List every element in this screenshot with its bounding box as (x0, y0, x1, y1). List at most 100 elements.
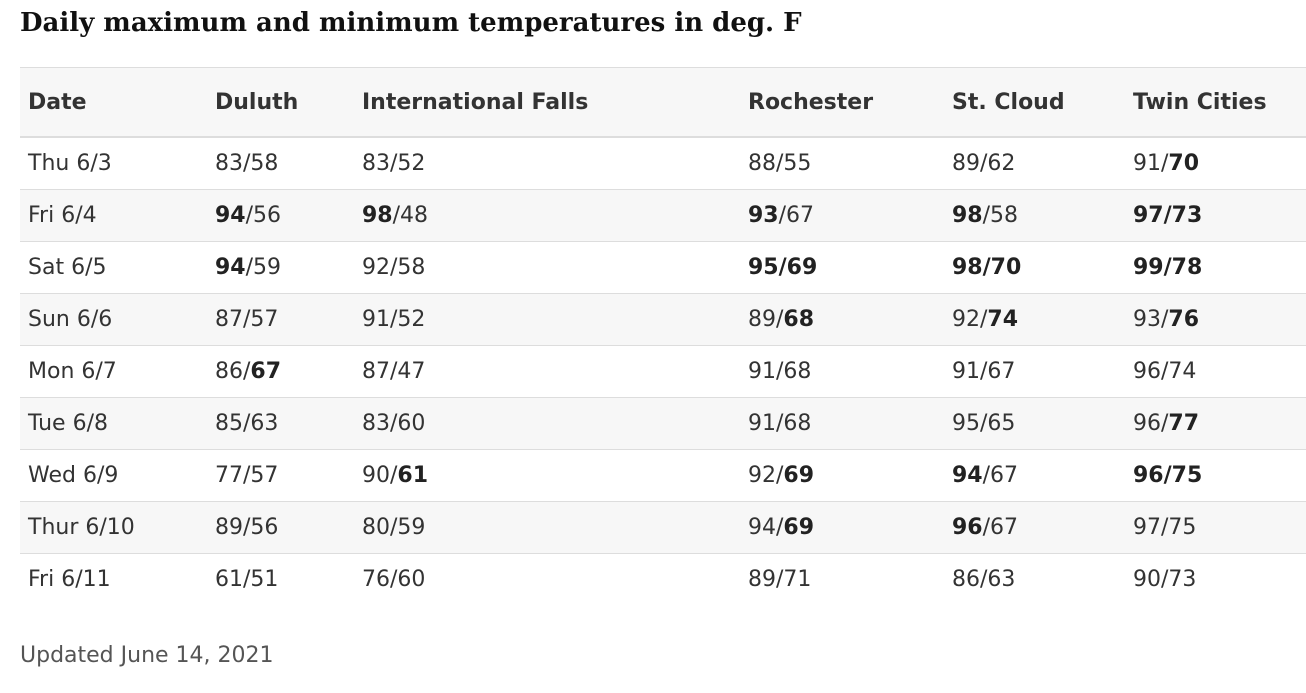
record-value: 77 (1168, 411, 1200, 436)
temperature-cell: 83/52 (354, 137, 740, 190)
value: 89/56 (215, 515, 279, 540)
temperature-cell: 93/76 (1125, 293, 1306, 346)
value: 89/ (748, 307, 784, 332)
table-row: Wed 6/9 77/57 90/61 92/69 94/67 96/75 (20, 449, 1306, 502)
value: 88/55 (748, 151, 812, 176)
footer: Updated June 14, 2021 (20, 643, 274, 668)
temperature-cell: 83/60 (354, 397, 740, 450)
column-header: Rochester (740, 67, 944, 138)
record-value: 96/75 (1133, 463, 1203, 488)
temperature-cell: 98/70 (944, 241, 1125, 294)
value: 85/63 (215, 411, 279, 436)
value: 92/ (952, 307, 988, 332)
record-value: 61 (397, 463, 429, 488)
value: 77/57 (215, 463, 279, 488)
value: 61/51 (215, 567, 279, 592)
temperature-cell: 61/51 (207, 554, 354, 606)
table-row: Thu 6/3 83/58 83/52 88/55 89/62 91/70 (20, 137, 1306, 190)
column-header: Date (20, 67, 207, 138)
value: 93/ (1133, 307, 1169, 332)
record-value: 98 (362, 203, 393, 228)
record-value: 93 (748, 203, 779, 228)
temperature-cell: 77/57 (207, 449, 354, 502)
value: 83/52 (362, 151, 426, 176)
temperature-cell: 89/68 (740, 293, 944, 346)
value: 90/ (362, 463, 398, 488)
temperature-cell: 83/58 (207, 137, 354, 190)
temperature-cell: 89/56 (207, 501, 354, 554)
value: 96/74 (1133, 359, 1197, 384)
value: 91/ (1133, 151, 1169, 176)
value: 96/ (1133, 411, 1169, 436)
date-cell: Mon 6/7 (20, 345, 207, 398)
value: 95/65 (952, 411, 1016, 436)
date-cell: Thu 6/3 (20, 137, 207, 190)
record-value: 95/69 (748, 255, 818, 280)
value: 83/58 (215, 151, 279, 176)
title: Daily maximum and minimum temperatures i… (20, 8, 802, 38)
value: 97/75 (1133, 515, 1197, 540)
temperature-cell: 94/59 (207, 241, 354, 294)
temperature-cell: 98/48 (354, 189, 740, 242)
temperature-cell: 91/70 (1125, 137, 1306, 190)
temperature-cell: 87/47 (354, 345, 740, 398)
temperature-cell: 88/55 (740, 137, 944, 190)
temperature-cell: 90/73 (1125, 554, 1306, 606)
value: /56 (245, 203, 282, 228)
temperature-cell: 76/60 (354, 554, 740, 606)
record-value: 69 (783, 515, 815, 540)
value: 80/59 (362, 515, 426, 540)
column-header: Twin Cities (1125, 67, 1306, 138)
temperature-cell: 91/68 (740, 397, 944, 450)
value: /58 (982, 203, 1019, 228)
value: /67 (982, 515, 1019, 540)
date-cell: Fri 6/11 (28, 567, 111, 592)
temperature-cell: 96/75 (1125, 449, 1306, 502)
value: /48 (392, 203, 429, 228)
temperature-cell: 86/67 (207, 345, 354, 398)
record-value: 76 (1168, 307, 1200, 332)
value: /67 (982, 463, 1019, 488)
temperature-cell: 87/57 (207, 293, 354, 346)
table-row: Thur 6/10 89/56 80/59 94/69 96/67 97/75 (20, 501, 1306, 554)
value: 92/ (748, 463, 784, 488)
record-value: 94 (215, 255, 246, 280)
temperature-cell: 95/69 (740, 241, 944, 294)
record-value: 68 (783, 307, 815, 332)
value: 83/60 (362, 411, 426, 436)
date-cell: Thur 6/10 (20, 501, 207, 554)
temperature-cell: 99/78 (1125, 241, 1306, 294)
value: 91/68 (748, 359, 812, 384)
temperature-cell: 97/73 (1125, 189, 1306, 242)
table-row: Fri 6/4 94/56 98/48 93/67 98/58 97/73 (20, 189, 1306, 242)
table-row: Fri 6/11 61/51 76/60 89/71 86/63 90/73 (20, 554, 1306, 606)
value: 91/68 (748, 411, 812, 436)
table-row: Sun 6/6 87/57 91/52 89/68 92/74 93/76 (20, 293, 1306, 346)
value: 89/62 (952, 151, 1016, 176)
value: 91/67 (952, 359, 1016, 384)
value: /67 (778, 203, 815, 228)
column-header: Duluth (207, 67, 354, 138)
temperature-cell: 91/67 (944, 345, 1125, 398)
record-value: 70 (1168, 151, 1200, 176)
record-value: 96 (952, 515, 983, 540)
table-row: Sat 6/5 94/59 92/58 95/69 98/70 99/78 (20, 241, 1306, 294)
record-value: 94 (952, 463, 983, 488)
temperature-cell: 92/58 (354, 241, 740, 294)
value: 90/73 (1133, 567, 1197, 592)
value: 87/47 (362, 359, 426, 384)
table-row: Tue 6/8 85/63 83/60 91/68 95/65 96/77 (20, 397, 1306, 450)
temperature-cell: 90/61 (354, 449, 740, 502)
temperature-cell: 89/62 (944, 137, 1125, 190)
temperature-cell: 95/65 (944, 397, 1125, 450)
value: 94/ (748, 515, 784, 540)
record-value: 98/70 (952, 255, 1022, 280)
temperature-cell: 96/74 (1125, 345, 1306, 398)
temperature-cell: 94/67 (944, 449, 1125, 502)
temperature-cell: 92/69 (740, 449, 944, 502)
temperature-table: Date Duluth International Falls Rochester St… (20, 67, 1306, 605)
temperature-cell: 80/59 (354, 501, 740, 554)
record-value: 97/73 (1133, 203, 1203, 228)
temperature-cell: 93/67 (740, 189, 944, 242)
